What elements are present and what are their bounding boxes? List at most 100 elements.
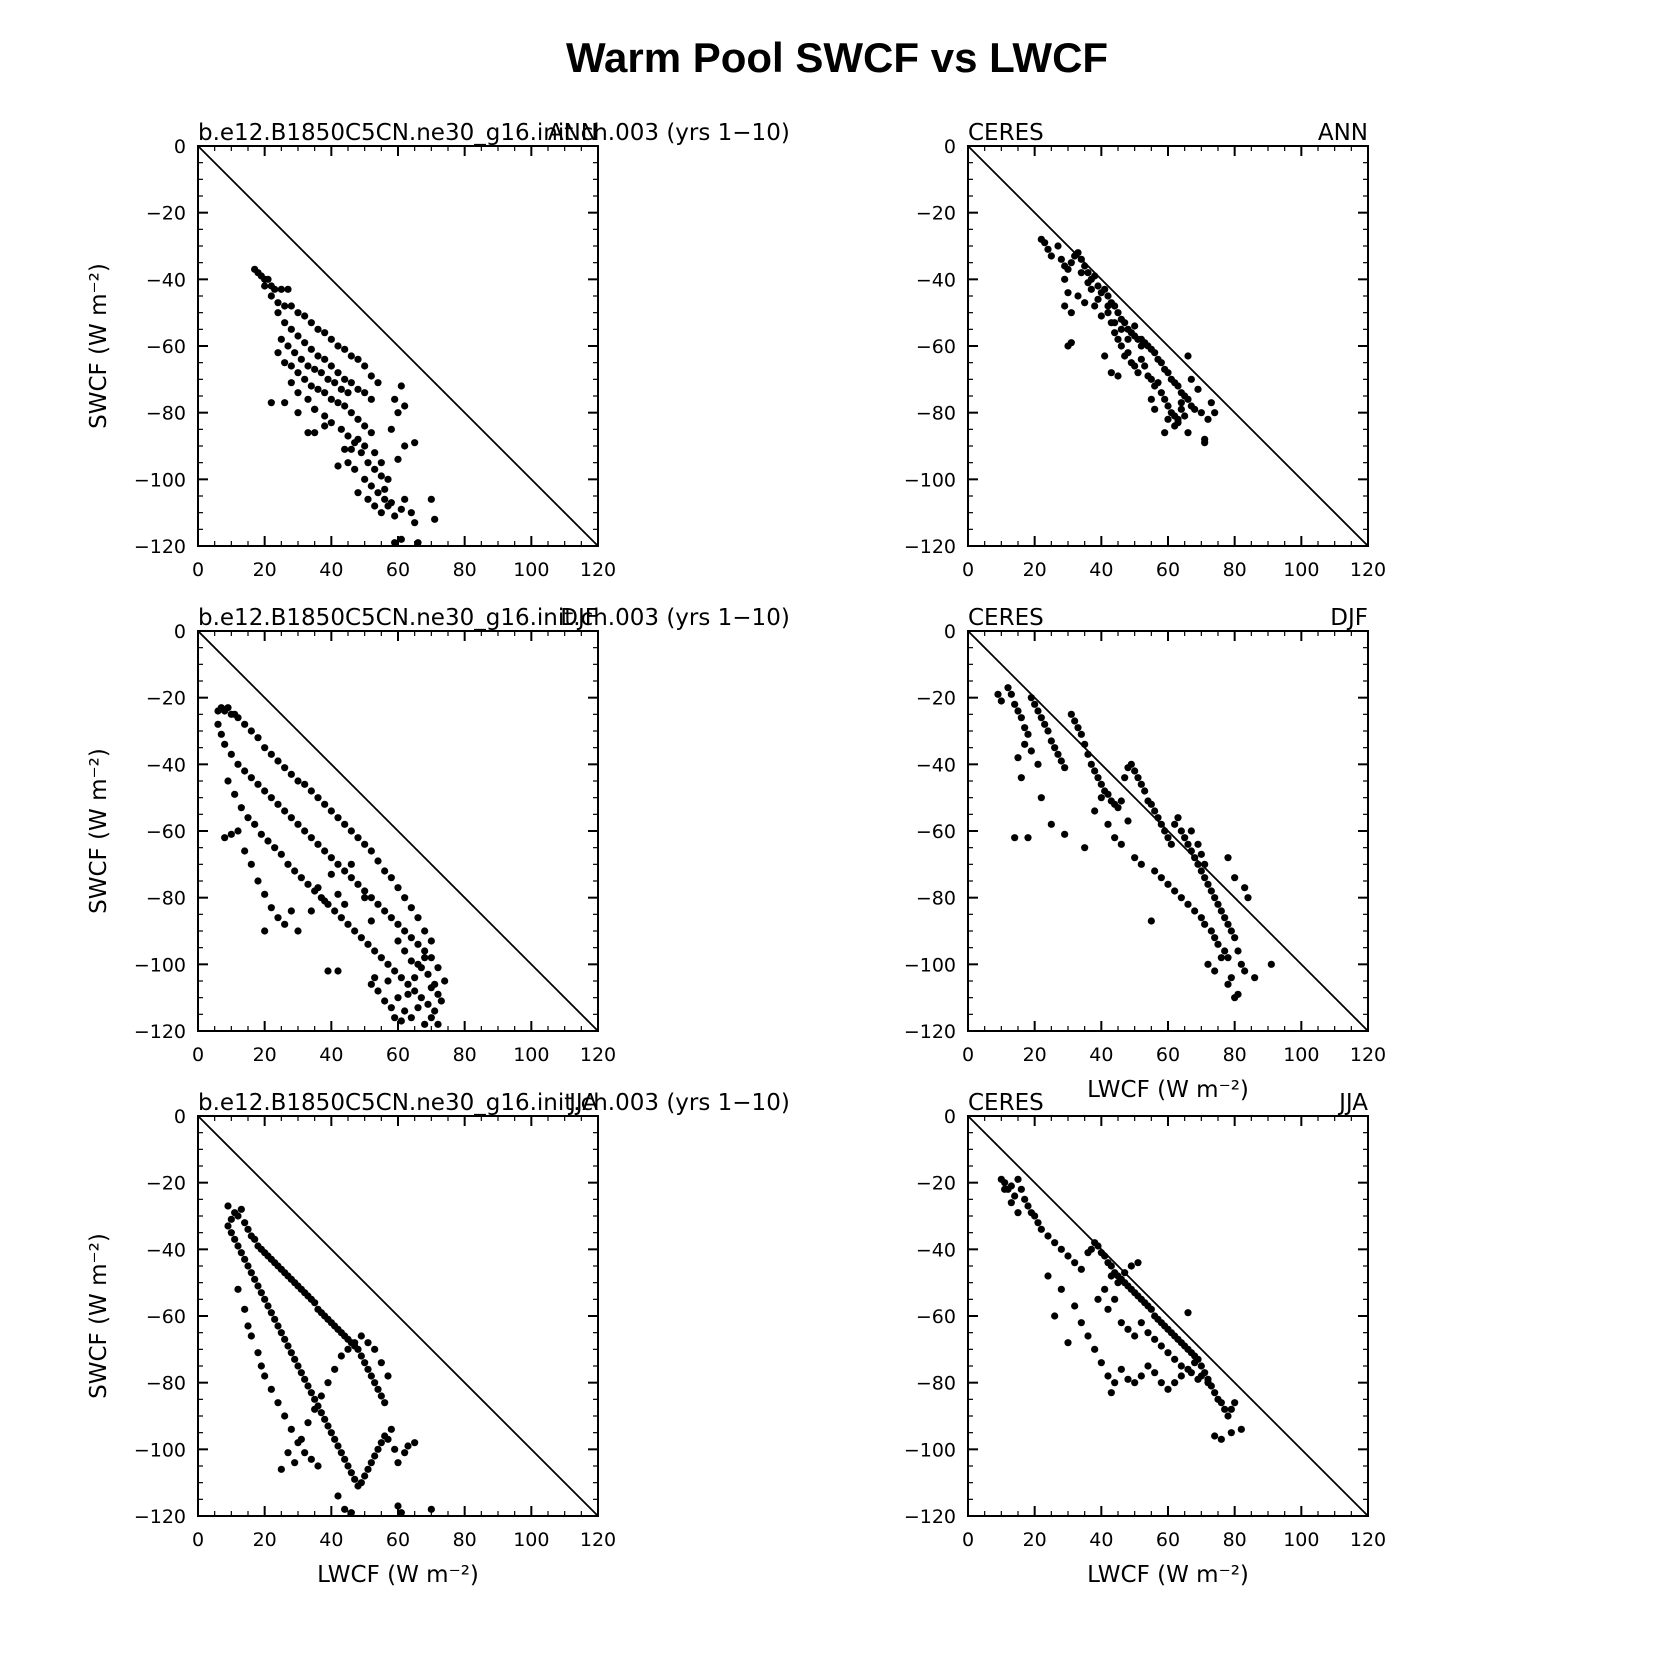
data-point	[384, 502, 392, 510]
y-tick-label: −120	[904, 536, 956, 558]
data-point	[344, 432, 352, 440]
data-point	[1127, 760, 1135, 768]
data-point	[1204, 960, 1212, 968]
data-point	[1131, 1379, 1139, 1387]
data-point	[1164, 369, 1172, 377]
data-point	[1027, 694, 1035, 702]
data-point	[311, 405, 319, 413]
y-tick-label: −40	[146, 1239, 186, 1261]
data-point	[337, 1352, 345, 1360]
data-point	[321, 389, 329, 397]
x-tick-label: 20	[1023, 1529, 1047, 1551]
data-point	[1121, 774, 1129, 782]
data-point	[421, 954, 429, 962]
data-point	[1104, 820, 1112, 828]
data-point	[1157, 389, 1165, 397]
data-point	[281, 1335, 289, 1343]
data-point	[381, 485, 389, 493]
scatter-panel-6: 0 20 40 60 80 100 120 0 −20 −40 −60 −80 −100 −120 CERE…	[904, 1090, 1386, 1588]
data-point	[357, 1352, 365, 1360]
data-point	[247, 774, 255, 782]
data-point	[1181, 834, 1189, 842]
data-point	[1077, 1319, 1085, 1327]
data-point	[294, 409, 302, 417]
data-point	[1097, 1359, 1105, 1367]
data-point	[397, 1017, 405, 1025]
data-point	[1021, 1195, 1029, 1203]
data-point	[437, 997, 445, 1005]
data-point	[311, 365, 319, 373]
data-point	[1117, 325, 1125, 333]
data-point	[1157, 820, 1165, 828]
scatter-panel-5: 0 20 40 60 80 100 120 0 −20 −40 −60 −80 −100 −120 b.e1…	[86, 1090, 790, 1588]
data-point	[404, 990, 412, 998]
data-point	[1227, 974, 1235, 982]
data-point	[414, 960, 422, 968]
data-point	[1131, 854, 1139, 862]
y-tick-label: −60	[916, 336, 956, 358]
data-point	[1001, 1179, 1009, 1187]
data-point	[1151, 405, 1159, 413]
data-point	[334, 967, 342, 975]
data-point	[314, 325, 322, 333]
data-point	[354, 435, 362, 443]
y-tick-label: −20	[146, 688, 186, 710]
data-point	[1084, 1332, 1092, 1340]
data-point	[361, 475, 369, 483]
data-point	[1164, 880, 1172, 888]
y-tick-label: −80	[146, 403, 186, 425]
data-point	[397, 382, 405, 390]
data-point	[284, 1449, 292, 1457]
data-point	[407, 957, 415, 965]
data-point	[1224, 954, 1232, 962]
panel-left-label: CERES	[968, 605, 1044, 631]
data-point	[1077, 269, 1085, 277]
data-point	[394, 920, 402, 928]
data-point	[394, 994, 402, 1002]
data-point	[401, 1449, 409, 1457]
data-point	[1047, 252, 1055, 260]
data-point	[1197, 1362, 1205, 1370]
data-point	[351, 1339, 359, 1347]
data-point	[304, 429, 312, 437]
data-point	[1051, 744, 1059, 752]
scatter-panel-2: 0 20 40 60 80 100 120 0 −20 −40 −60 −80 −100 −120 CERE…	[904, 120, 1386, 581]
data-point	[234, 827, 242, 835]
data-point	[1157, 874, 1165, 882]
data-point	[1174, 814, 1182, 822]
x-tick-label: 100	[1283, 559, 1319, 581]
x-tick-label: 80	[453, 1044, 477, 1066]
data-point	[341, 345, 349, 353]
data-point	[1147, 917, 1155, 925]
data-point	[304, 1419, 312, 1427]
data-point	[294, 777, 302, 785]
data-point	[261, 744, 269, 752]
data-point	[287, 907, 295, 915]
data-point	[1021, 740, 1029, 748]
data-point	[267, 904, 275, 912]
x-tick-label: 100	[513, 559, 549, 581]
data-point	[241, 720, 249, 728]
data-point	[1074, 249, 1082, 257]
data-point	[1207, 887, 1215, 895]
panel-left-label: b.e12.B1850C5CN.ne30_g16.init.ch.003 (yr…	[198, 1090, 790, 1116]
data-point	[217, 730, 225, 738]
y-axis-title: SWCF (W m⁻²)	[86, 748, 112, 914]
data-point	[281, 920, 289, 928]
data-point	[1177, 1372, 1185, 1380]
data-point	[321, 355, 329, 363]
data-point	[1234, 990, 1242, 998]
data-point	[354, 355, 362, 363]
data-point	[361, 894, 369, 902]
data-point	[324, 1422, 332, 1430]
data-point	[374, 987, 382, 995]
data-point	[1147, 800, 1155, 808]
data-point	[1191, 907, 1199, 915]
panel-left-label: b.e12.B1850C5CN.ne30_g16.init.ch.003 (yr…	[198, 605, 790, 631]
y-tick-label: −40	[916, 269, 956, 291]
data-point	[341, 375, 349, 383]
x-tick-label: 60	[1156, 559, 1180, 581]
data-point	[277, 1465, 285, 1473]
data-point	[1117, 797, 1125, 805]
data-point	[1017, 774, 1025, 782]
